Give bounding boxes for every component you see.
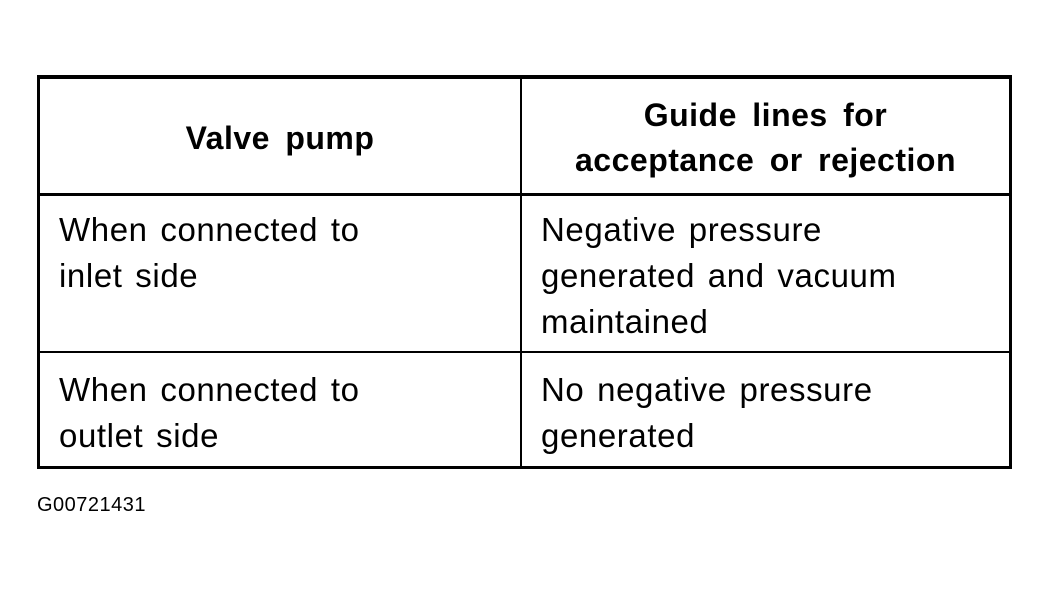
cell-line: generated <box>541 417 696 454</box>
header-text: Guide lines for acceptance or rejection <box>575 93 956 183</box>
condition-cell: When connected to inlet side <box>40 193 522 351</box>
header-line: Guide lines for <box>643 97 888 133</box>
cell-line: Negative pressure <box>541 211 823 248</box>
cell-line: When connected to <box>59 211 360 248</box>
cell-line: outlet side <box>59 417 220 454</box>
guideline-cell: Negative pressure generated and vacuum m… <box>522 193 1009 351</box>
table-row: When connected to outlet side No negativ… <box>40 353 1009 466</box>
cell-line: inlet side <box>59 257 199 294</box>
header-valve-pump: Valve pump <box>40 79 522 193</box>
cell-line: When connected to <box>59 371 360 408</box>
table-row: When connected to inlet side Negative pr… <box>40 193 1009 353</box>
guideline-cell: No negative pressure generated <box>522 353 1009 466</box>
header-text: Valve pump <box>185 119 375 156</box>
cell-line: generated and vacuum <box>541 257 897 294</box>
cell-line: maintained <box>541 303 709 340</box>
header-line: acceptance or rejection <box>575 142 956 178</box>
cell-line: No negative pressure <box>541 371 873 408</box>
table-header-row: Valve pump Guide lines for acceptance or … <box>40 79 1009 196</box>
valve-pump-table: Valve pump Guide lines for acceptance or … <box>37 75 1012 469</box>
condition-cell: When connected to outlet side <box>40 353 522 466</box>
header-guidelines: Guide lines for acceptance or rejection <box>522 79 1009 193</box>
figure-code: G00721431 <box>37 494 147 516</box>
